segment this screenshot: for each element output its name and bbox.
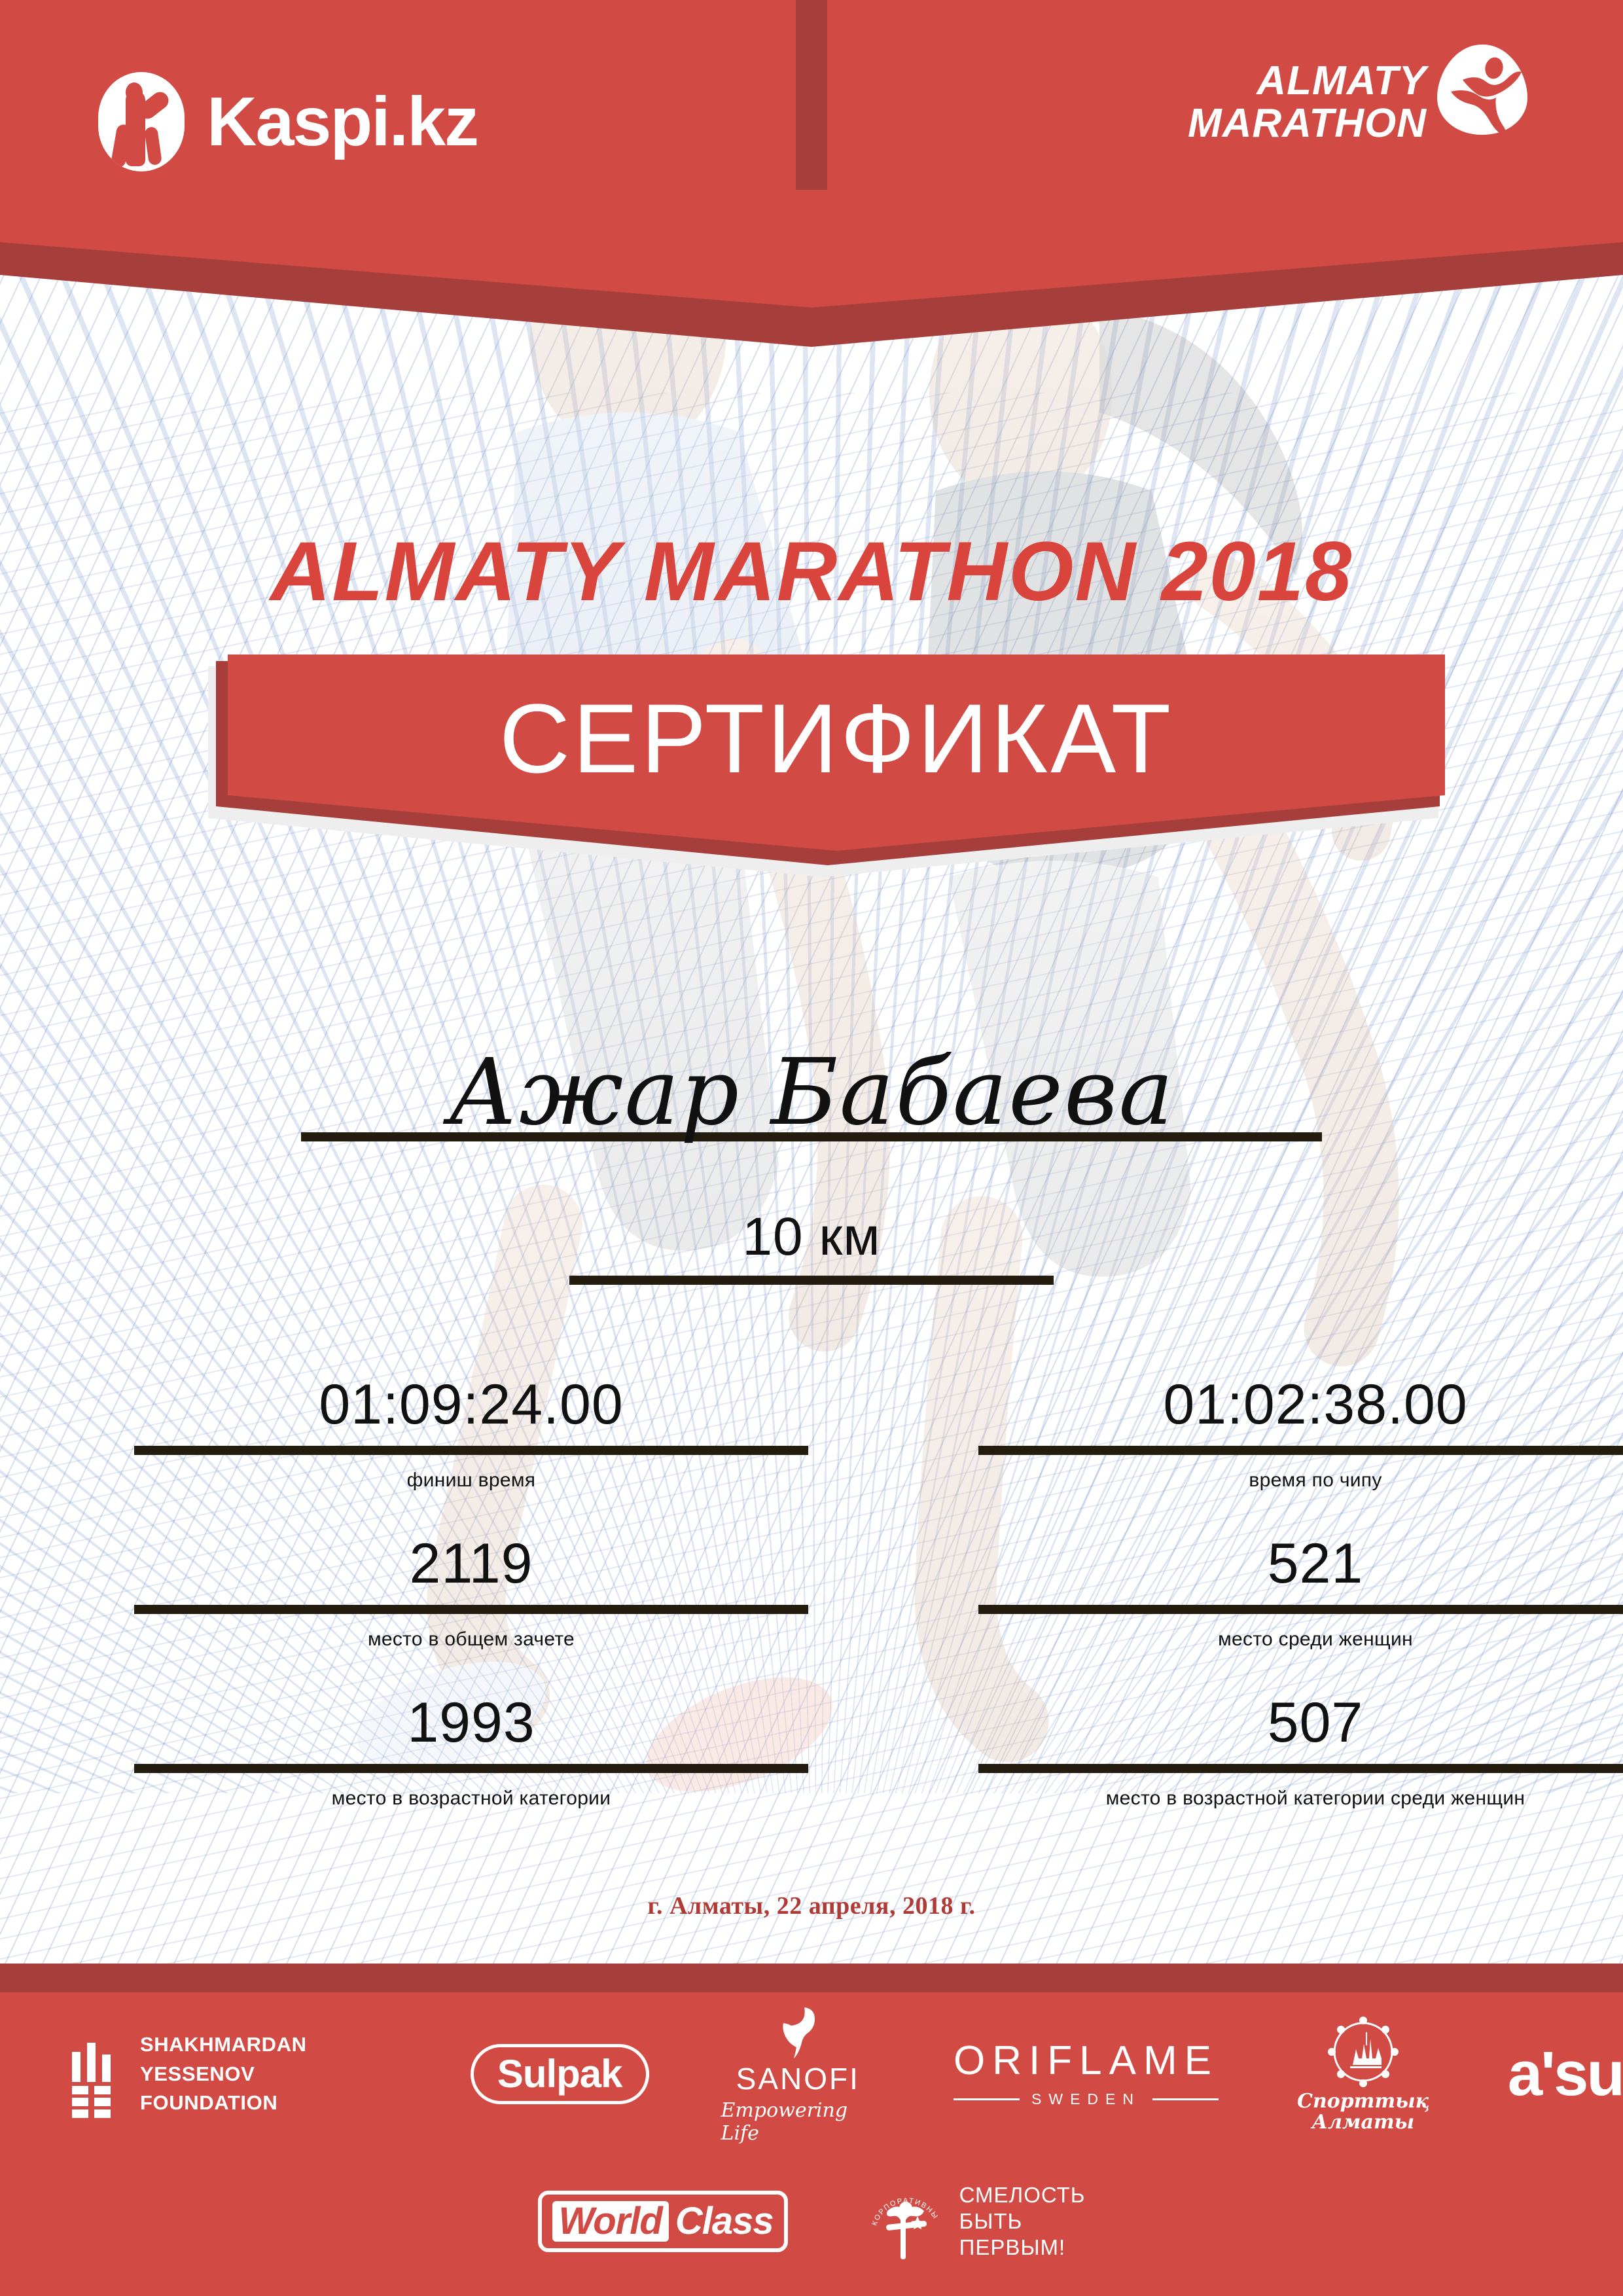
result-value: 01:09:24.00 [319, 1373, 624, 1436]
athlete-name-rule [301, 1132, 1322, 1141]
sporttyq-line1: Спорттық [1296, 2089, 1429, 2113]
certificate-label: СЕРТИФИКАТ [499, 683, 1174, 793]
distance-value: 10 км [742, 1207, 881, 1266]
world-class-word1: World [552, 2201, 669, 2242]
kaspi-person-icon [98, 72, 185, 171]
result-chip-time: 01:02:38.00 время по чипу [812, 1374, 1623, 1492]
sanofi-tagline: Empowering Life [721, 2099, 848, 2145]
sanofi-bird-icon [776, 2005, 821, 2058]
result-label: финиш время [406, 1469, 536, 1491]
result-rule [978, 1763, 1623, 1773]
certificate-banner-wrap: СЕРТИФИКАТ [0, 655, 1623, 877]
result-rule [134, 1445, 808, 1455]
result-age-group-place: 1993 место в возрастной категории [0, 1691, 812, 1810]
results-grid: 01:09:24.00 финиш время 01:02:38.00 врем… [0, 1374, 1623, 1852]
sponsor-sulpak[interactable]: Sulpak [470, 2044, 649, 2104]
smelost-line2: БЫТЬ [959, 2208, 1023, 2233]
sponsor-sporttyq-almaty[interactable]: Спорттық Алматы [1297, 2015, 1429, 2134]
result-rule [978, 1604, 1623, 1614]
world-class-word2: Class [675, 2200, 774, 2242]
sponsor-row-2: World Class КОРПОРАТИВНЫЙ ФОНД СМЕЛОСТЬ … [0, 2156, 1623, 2287]
result-rule [134, 1763, 808, 1773]
result-label: время по чипу [1249, 1469, 1382, 1491]
kaspi-logo-text: Kaspi.kz [207, 83, 479, 160]
result-rule [134, 1604, 808, 1614]
oriflame-wordmark: ORIFLAME [954, 2037, 1219, 2083]
footer-sponsors: SHAKHMARDAN YESSENOV FOUNDATION Sulpak S… [0, 1992, 1623, 2296]
oriflame-rule-left [954, 2098, 1020, 2100]
kaspi-logo[interactable]: Kaspi.kz [98, 72, 479, 171]
oriflame-rule-right [1152, 2098, 1219, 2100]
smelost-line1: СМЕЛОСТЬ [959, 2182, 1086, 2207]
distance-rule [569, 1276, 1054, 1285]
distance-block: 10 км [0, 1207, 1623, 1285]
sporttyq-almaty-wreath-icon [1327, 2016, 1399, 2087]
result-value: 2119 [409, 1532, 533, 1595]
results-row: 1993 место в возрастной категории 507 ме… [0, 1691, 1623, 1810]
result-label: место в возрастной категории среди женщи… [1105, 1787, 1525, 1809]
result-age-group-women-place: 507 место в возрастной категории среди ж… [812, 1691, 1623, 1810]
oriflame-sweden-row: SWEDEN [954, 2090, 1219, 2108]
smelost-line3: ПЕРВЫМ! [959, 2235, 1066, 2260]
almaty-marathon-line2: MARATHON [1187, 101, 1427, 147]
result-rule [978, 1445, 1623, 1455]
footer-top-band [0, 1964, 1623, 1992]
sponsor-row-1: SHAKHMARDAN YESSENOV FOUNDATION Sulpak S… [0, 1992, 1623, 2156]
result-value: 521 [1267, 1532, 1364, 1595]
result-value: 1993 [407, 1691, 535, 1754]
result-label: место среди женщин [1218, 1628, 1413, 1650]
result-overall-place: 2119 место в общем зачете [0, 1532, 812, 1651]
page-title: ALMATY MARATHON 2018 [270, 525, 1353, 619]
yessenov-bars-icon [72, 2043, 118, 2118]
smelost-figure-icon: КОРПОРАТИВНЫЙ ФОНД [866, 2182, 938, 2259]
yessenov-line1: SHAKHMARDAN YESSENOV [140, 2032, 307, 2085]
yessenov-line2: FOUNDATION [140, 2091, 278, 2115]
smelost-wordmark: СМЕЛОСТЬ БЫТЬ ПЕРВЫМ! [959, 2182, 1086, 2261]
almaty-marathon-wordmark: ALMATY MARATHON [1187, 58, 1427, 149]
results-row: 01:09:24.00 финиш время 01:02:38.00 врем… [0, 1374, 1623, 1492]
result-women-place: 521 место среди женщин [812, 1532, 1623, 1651]
athlete-name-block: Ажар Бабаева [0, 1047, 1623, 1141]
result-value: 01:02:38.00 [1163, 1373, 1468, 1436]
sporttyq-line2: Алматы [1311, 2111, 1415, 2134]
sponsor-yessenov-foundation[interactable]: SHAKHMARDAN YESSENOV FOUNDATION [72, 2030, 392, 2119]
result-value: 507 [1267, 1691, 1364, 1754]
result-finish-time: 01:09:24.00 финиш время [0, 1374, 812, 1492]
sponsor-sanofi[interactable]: SANOFI Empowering Life [721, 2003, 875, 2145]
result-label: место в возрастной категории [331, 1787, 611, 1809]
athlete-name: Ажар Бабаева [448, 1039, 1175, 1146]
sanofi-wordmark: SANOFI [736, 2062, 860, 2096]
almaty-marathon-logo[interactable]: ALMATY MARATHON [1188, 41, 1531, 149]
sponsor-smelost-byt-pervym[interactable]: КОРПОРАТИВНЫЙ ФОНД СМЕЛОСТЬ БЫТЬ ПЕРВЫМ! [866, 2182, 1086, 2261]
result-label: место в общем зачете [367, 1628, 575, 1650]
yessenov-wordmark: SHAKHMARDAN YESSENOV FOUNDATION [140, 2030, 392, 2119]
header-center-spine [796, 0, 827, 190]
almaty-marathon-line1: ALMATY [1257, 58, 1427, 103]
sporttyq-wordmark: Спорттық Алматы [1296, 2089, 1429, 2134]
oriflame-sub: SWEDEN [1031, 2090, 1141, 2108]
sponsor-asu[interactable]: aʹsu [1507, 2039, 1623, 2109]
almaty-marathon-runner-icon [1437, 45, 1527, 136]
date-location-line: г. Алматы, 22 апреля, 2018 г. [647, 1892, 976, 1920]
sponsor-world-class[interactable]: World Class [537, 2191, 788, 2252]
results-row: 2119 место в общем зачете 521 место сред… [0, 1532, 1623, 1651]
sponsor-oriflame[interactable]: ORIFLAME SWEDEN [954, 2037, 1219, 2108]
